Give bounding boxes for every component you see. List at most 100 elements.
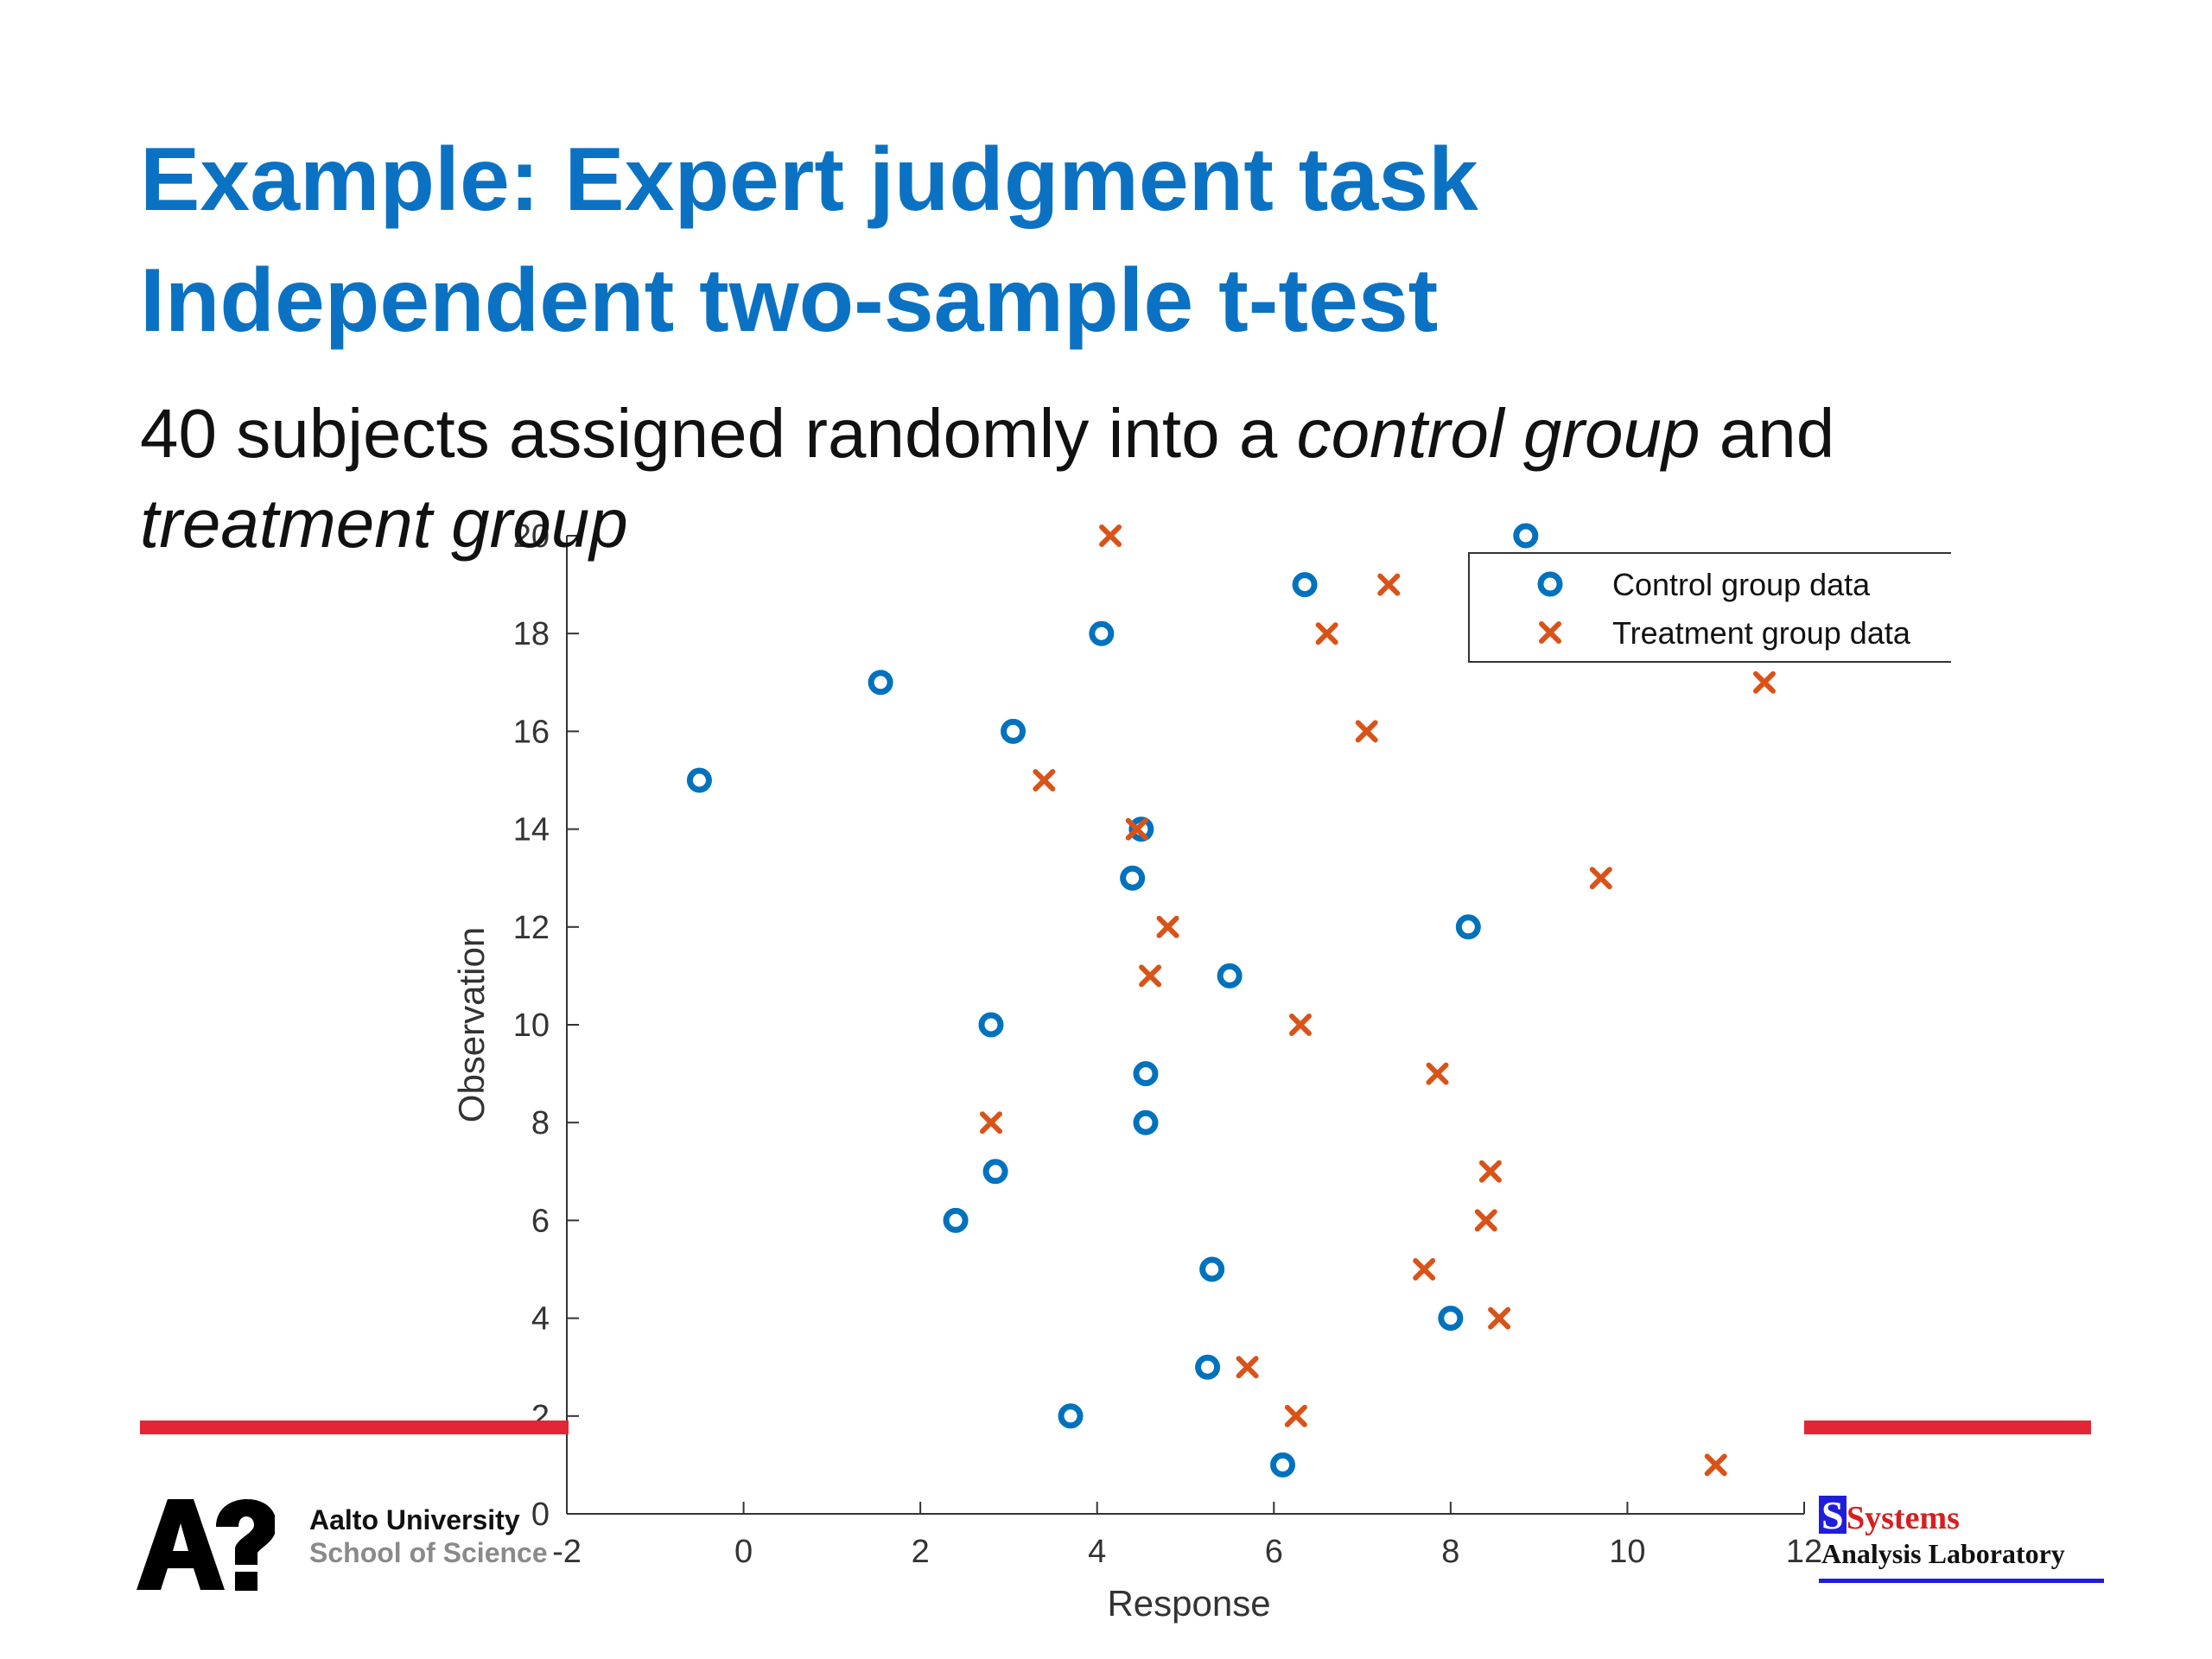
treatment-data-point (1355, 720, 1378, 743)
chart-legend: Control group data Treatment group data (1468, 550, 2124, 665)
x-marker-stroke (979, 1111, 1002, 1135)
x-marker-stroke (1426, 1062, 1449, 1085)
treatment-data-point (1284, 1404, 1307, 1427)
treatment-data-point (1752, 671, 1776, 694)
treatment-data-point (1413, 1258, 1436, 1281)
x-axis-label: Response (1107, 1583, 1270, 1624)
control-data-point (1133, 1061, 1159, 1087)
x-marker-stroke (1156, 915, 1179, 938)
control-data-point (1058, 1403, 1084, 1429)
x-tick-label: 2 (912, 1534, 930, 1570)
slide-title-line-1: Example: Expert judgment task (140, 130, 1478, 230)
x-marker-stroke (1033, 769, 1056, 791)
x-marker-stroke (1539, 621, 1561, 644)
series-control (686, 523, 1539, 1478)
aalto-logo-icon (137, 1499, 275, 1591)
x-tick-label: -2 (552, 1534, 582, 1570)
treatment-data-point (1139, 964, 1162, 988)
x-tick-label: 6 (1265, 1534, 1283, 1570)
x-marker-stroke (1284, 1404, 1307, 1427)
systems-analysis-lab-logo-icon: S Systems Analysis Laboratory (1819, 1493, 2104, 1583)
control-data-point (1133, 1109, 1159, 1135)
control-data-point (978, 1012, 1004, 1038)
treatment-data-point (1478, 1160, 1502, 1183)
subtitle-text: 40 subjects assigned randomly into a (140, 395, 1297, 472)
x-marker-stroke (1704, 1453, 1727, 1477)
footer-accent-bar-right (1804, 1421, 2091, 1434)
svg-text:S: S (1821, 1493, 1844, 1537)
x-tick-label: 8 (1441, 1534, 1459, 1570)
x-marker-stroke (1355, 720, 1378, 743)
treatment-data-point (979, 1111, 1002, 1135)
x-marker-stroke (1478, 1160, 1502, 1183)
treatment-data-point (1488, 1306, 1511, 1330)
x-tick-label: 10 (1609, 1534, 1645, 1570)
y-tick-label: 14 (513, 812, 550, 849)
lab-logo-word-1: Systems (1847, 1500, 1960, 1536)
y-tick-label: 8 (531, 1105, 550, 1141)
x-tick-label: 0 (734, 1534, 753, 1570)
chart-axes: -2 0 2 4 6 8 10 1202468101214161820ResponseObse… (451, 518, 1822, 1624)
y-tick-label: 6 (531, 1203, 550, 1239)
x-marker-stroke (1488, 1306, 1511, 1330)
y-tick-label: 0 (531, 1497, 550, 1533)
treatment-data-point (1125, 817, 1148, 841)
control-data-point (1270, 1452, 1296, 1478)
slide-title-line-2: Independent two-sample t-test (140, 251, 1439, 351)
y-tick-label: 4 (531, 1301, 550, 1338)
y-tick-label: 12 (513, 910, 550, 946)
control-data-point (1217, 963, 1243, 988)
control-data-point (1120, 865, 1146, 891)
treatment-data-point (1236, 1356, 1259, 1379)
x-marker-stroke (1236, 1356, 1259, 1379)
x-marker-stroke (1125, 817, 1148, 841)
control-data-point (982, 1159, 1008, 1185)
control-data-point (1513, 523, 1539, 549)
x-marker-stroke (1413, 1258, 1436, 1281)
x-tick-label: 12 (1786, 1534, 1822, 1570)
x-marker-stroke (1589, 867, 1612, 890)
slide-subtitle-line-2: treatment group (140, 489, 628, 558)
x-marker-stroke (1315, 622, 1338, 645)
x-marker-stroke (1377, 573, 1401, 596)
treatment-data-point (1377, 573, 1401, 596)
x-tick-label: 4 (1088, 1534, 1106, 1570)
control-data-point (1195, 1354, 1221, 1380)
treatment-data-point (1426, 1062, 1449, 1085)
control-data-point (1089, 620, 1115, 646)
x-marker-stroke (1099, 524, 1122, 547)
aalto-school-name: School of Science (309, 1537, 548, 1568)
control-data-point (1292, 572, 1318, 598)
treatment-data-point (1099, 524, 1122, 547)
x-marker-stroke (1288, 1014, 1312, 1036)
y-tick-label: 10 (513, 1007, 550, 1044)
control-data-point (868, 670, 893, 696)
treatment-data-point (1033, 769, 1056, 791)
y-tick-label: 20 (513, 518, 550, 555)
series-treatment (979, 524, 1776, 1477)
legend-treatment-marker (1539, 621, 1561, 644)
x-marker-stroke (1752, 671, 1776, 694)
treatment-data-point (1704, 1453, 1727, 1477)
treatment-data-point (1288, 1014, 1312, 1036)
x-marker-stroke (1474, 1209, 1497, 1232)
control-data-point (943, 1207, 969, 1233)
footer-accent-bar-left (140, 1421, 569, 1434)
control-data-point (1455, 914, 1481, 940)
y-axis-label: Observation (451, 927, 492, 1122)
x-marker-stroke (1139, 964, 1162, 988)
subtitle-treatment-group: treatment group (140, 485, 628, 562)
control-data-point (1438, 1306, 1464, 1332)
legend-control-marker (1537, 571, 1563, 597)
legend-label: Control group data (1612, 567, 1871, 602)
lab-logo-word-2: Analysis Laboratory (1821, 1538, 2065, 1569)
aalto-university-name: Aalto University (309, 1504, 520, 1535)
control-data-point (1128, 817, 1154, 842)
treatment-data-point (1156, 915, 1179, 938)
subtitle-text-and: and (1700, 395, 1835, 472)
treatment-data-point (1315, 622, 1338, 645)
legend-label: Treatment group data (1612, 615, 1911, 651)
chart-marks (686, 523, 1776, 1478)
control-data-point (1199, 1256, 1225, 1282)
